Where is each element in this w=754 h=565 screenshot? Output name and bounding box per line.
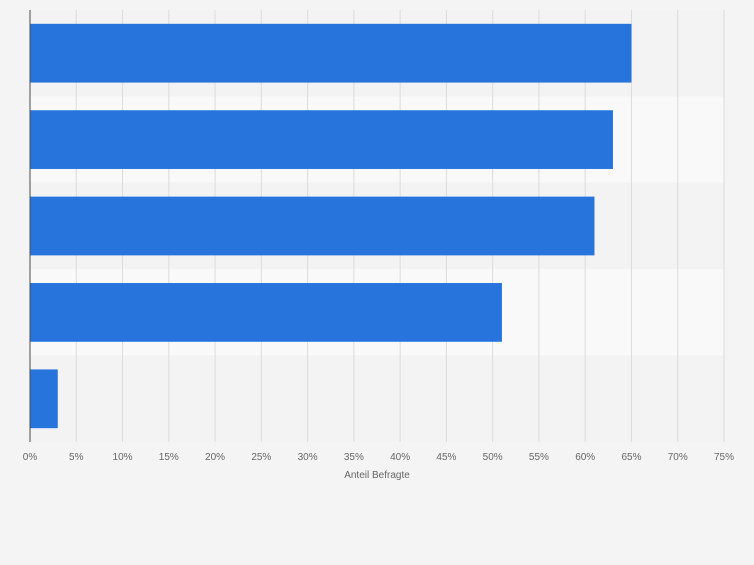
x-tick-label: 55% bbox=[529, 452, 549, 463]
row-band bbox=[30, 355, 724, 442]
x-tick-label: 10% bbox=[113, 452, 133, 463]
bar[interactable] bbox=[30, 23, 632, 83]
x-tick-label: 50% bbox=[483, 452, 503, 463]
bars bbox=[30, 23, 632, 429]
x-tick-label: 25% bbox=[251, 452, 271, 463]
x-tick-label: 65% bbox=[621, 452, 641, 463]
x-tick-label: 40% bbox=[390, 452, 410, 463]
x-tick-label: 35% bbox=[344, 452, 364, 463]
x-axis-label: Anteil Befragte bbox=[344, 470, 410, 481]
x-tick-label: 70% bbox=[668, 452, 688, 463]
x-tick-label: 30% bbox=[298, 452, 318, 463]
x-tick-label: 15% bbox=[159, 452, 179, 463]
x-tick-label: 45% bbox=[436, 452, 456, 463]
x-tick-label: 0% bbox=[23, 452, 38, 463]
x-tick-label: 75% bbox=[714, 452, 734, 463]
x-tick-labels: 0% 5% 10% 15% 20% 25% 30% 35% 40% 45% 50% 55% 60% 65%… bbox=[23, 452, 734, 463]
bar[interactable] bbox=[30, 110, 613, 169]
x-tick-label: 60% bbox=[575, 452, 595, 463]
bar[interactable] bbox=[30, 369, 58, 429]
x-tick-label: 20% bbox=[205, 452, 225, 463]
bar[interactable] bbox=[30, 196, 595, 256]
x-tick-label: 5% bbox=[69, 452, 84, 463]
bar[interactable] bbox=[30, 283, 502, 342]
